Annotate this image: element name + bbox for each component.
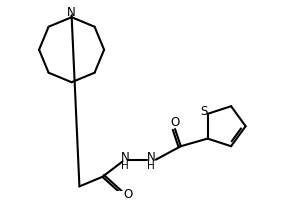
Text: N: N [147,151,155,164]
Text: S: S [200,105,207,118]
Text: O: O [124,188,133,200]
Text: H: H [147,161,155,171]
Text: H: H [122,161,129,171]
Text: N: N [121,151,130,164]
Text: O: O [170,116,180,129]
Text: N: N [67,6,76,19]
